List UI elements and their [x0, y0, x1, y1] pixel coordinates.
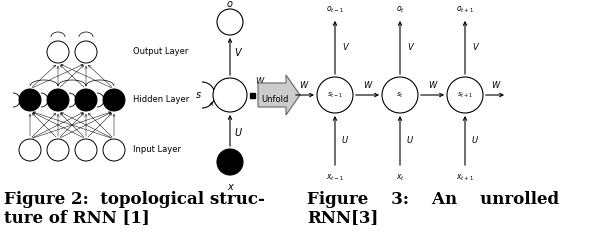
Bar — [250, 92, 255, 98]
Text: Input Layer: Input Layer — [133, 145, 181, 154]
Circle shape — [19, 89, 41, 111]
Text: ture of RNN [1]: ture of RNN [1] — [4, 209, 149, 227]
Circle shape — [382, 77, 418, 113]
Polygon shape — [258, 75, 300, 115]
Circle shape — [103, 139, 125, 161]
Text: Unfold: Unfold — [261, 96, 289, 105]
Circle shape — [75, 89, 97, 111]
Circle shape — [47, 89, 69, 111]
Text: U: U — [234, 129, 242, 139]
Text: o: o — [227, 0, 233, 9]
Text: W: W — [364, 80, 371, 89]
Text: W: W — [428, 80, 437, 89]
Circle shape — [75, 41, 97, 63]
Text: Hidden Layer: Hidden Layer — [133, 96, 189, 105]
Text: Figure 2:  topological struc-: Figure 2: topological struc- — [4, 192, 265, 208]
Text: V: V — [342, 43, 348, 52]
Text: $s_{t+1}$: $s_{t+1}$ — [457, 90, 473, 100]
Circle shape — [317, 77, 353, 113]
Text: W: W — [255, 77, 263, 85]
Text: U: U — [472, 136, 478, 145]
Circle shape — [447, 77, 483, 113]
Circle shape — [217, 149, 243, 175]
Text: U: U — [407, 136, 413, 145]
Text: U: U — [342, 136, 348, 145]
Text: $x_t$: $x_t$ — [395, 173, 404, 183]
Circle shape — [103, 89, 125, 111]
Text: W: W — [299, 80, 307, 89]
Text: $s_{t-1}$: $s_{t-1}$ — [327, 90, 343, 100]
Circle shape — [19, 139, 41, 161]
Text: s: s — [195, 90, 201, 100]
Circle shape — [47, 139, 69, 161]
Text: Output Layer: Output Layer — [133, 47, 188, 56]
Text: RNN[3]: RNN[3] — [307, 209, 378, 227]
Text: $s_t$: $s_t$ — [396, 90, 404, 100]
Circle shape — [75, 139, 97, 161]
Text: V: V — [235, 48, 242, 58]
Text: $o_{t+1}$: $o_{t+1}$ — [456, 5, 474, 15]
Circle shape — [217, 9, 243, 35]
Text: $x_{t-1}$: $x_{t-1}$ — [326, 173, 344, 183]
Text: $o_{t-1}$: $o_{t-1}$ — [326, 5, 344, 15]
Circle shape — [213, 78, 247, 112]
Text: $x_{t+1}$: $x_{t+1}$ — [456, 173, 474, 183]
Text: x: x — [227, 182, 233, 192]
Text: V: V — [407, 43, 413, 52]
Text: Figure    3:    An    unrolled: Figure 3: An unrolled — [307, 192, 559, 208]
Text: V: V — [472, 43, 478, 52]
Text: W: W — [491, 80, 499, 89]
Circle shape — [47, 41, 69, 63]
Text: $o_t$: $o_t$ — [395, 5, 404, 15]
